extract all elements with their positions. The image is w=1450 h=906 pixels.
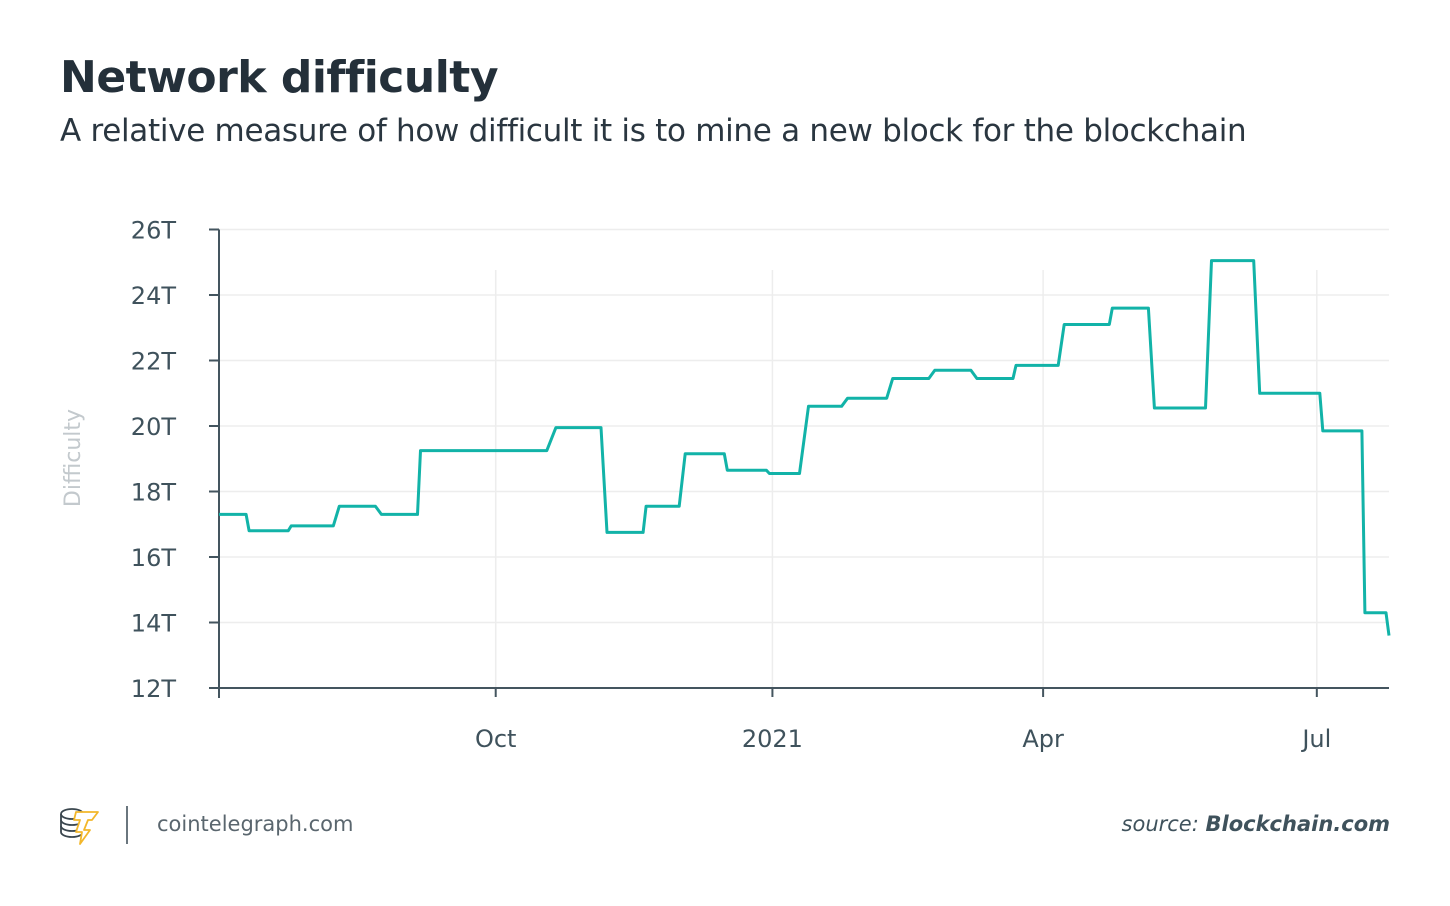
gridlines xyxy=(219,228,1389,688)
footer-site-link[interactable]: cointelegraph.com xyxy=(157,812,354,836)
cointelegraph-logo-icon xyxy=(58,806,104,850)
axes xyxy=(209,229,1389,698)
y-tick-label: 24T xyxy=(131,282,177,310)
series-line-difficulty xyxy=(219,259,1391,636)
x-tick-label: Jul xyxy=(1300,725,1331,753)
source-name: Blockchain.com xyxy=(1205,812,1391,836)
x-tick-label: Oct xyxy=(475,725,517,753)
y-axis-label: Difficulty xyxy=(61,409,86,507)
x-tick-label: Apr xyxy=(1022,725,1064,753)
footer-divider xyxy=(126,806,128,844)
y-tick-label: 22T xyxy=(131,348,177,376)
x-tick-label: 2021 xyxy=(742,725,803,753)
y-tick-label: 18T xyxy=(131,479,177,507)
x-axis-ticks: Oct 2021 Apr Jul xyxy=(475,688,1331,753)
y-tick-label: 14T xyxy=(131,610,177,638)
y-tick-label: 20T xyxy=(131,413,177,441)
chart: 12T 14T 16T 18T 20T 22T 24T 26T Oct 2021 Apr Jul D… xyxy=(61,217,1391,753)
chart-title: Network difficulty xyxy=(60,52,499,103)
source-prefix: source: xyxy=(1121,812,1199,836)
y-tick-label: 12T xyxy=(131,675,177,703)
y-tick-label: 16T xyxy=(131,544,177,572)
y-axis-ticks: 12T 14T 16T 18T 20T 22T 24T 26T xyxy=(131,217,219,703)
chart-subtitle: A relative measure of how difficult it i… xyxy=(60,113,1247,149)
source-credit: source: Blockchain.com xyxy=(1122,812,1390,836)
y-tick-label: 26T xyxy=(131,217,177,245)
